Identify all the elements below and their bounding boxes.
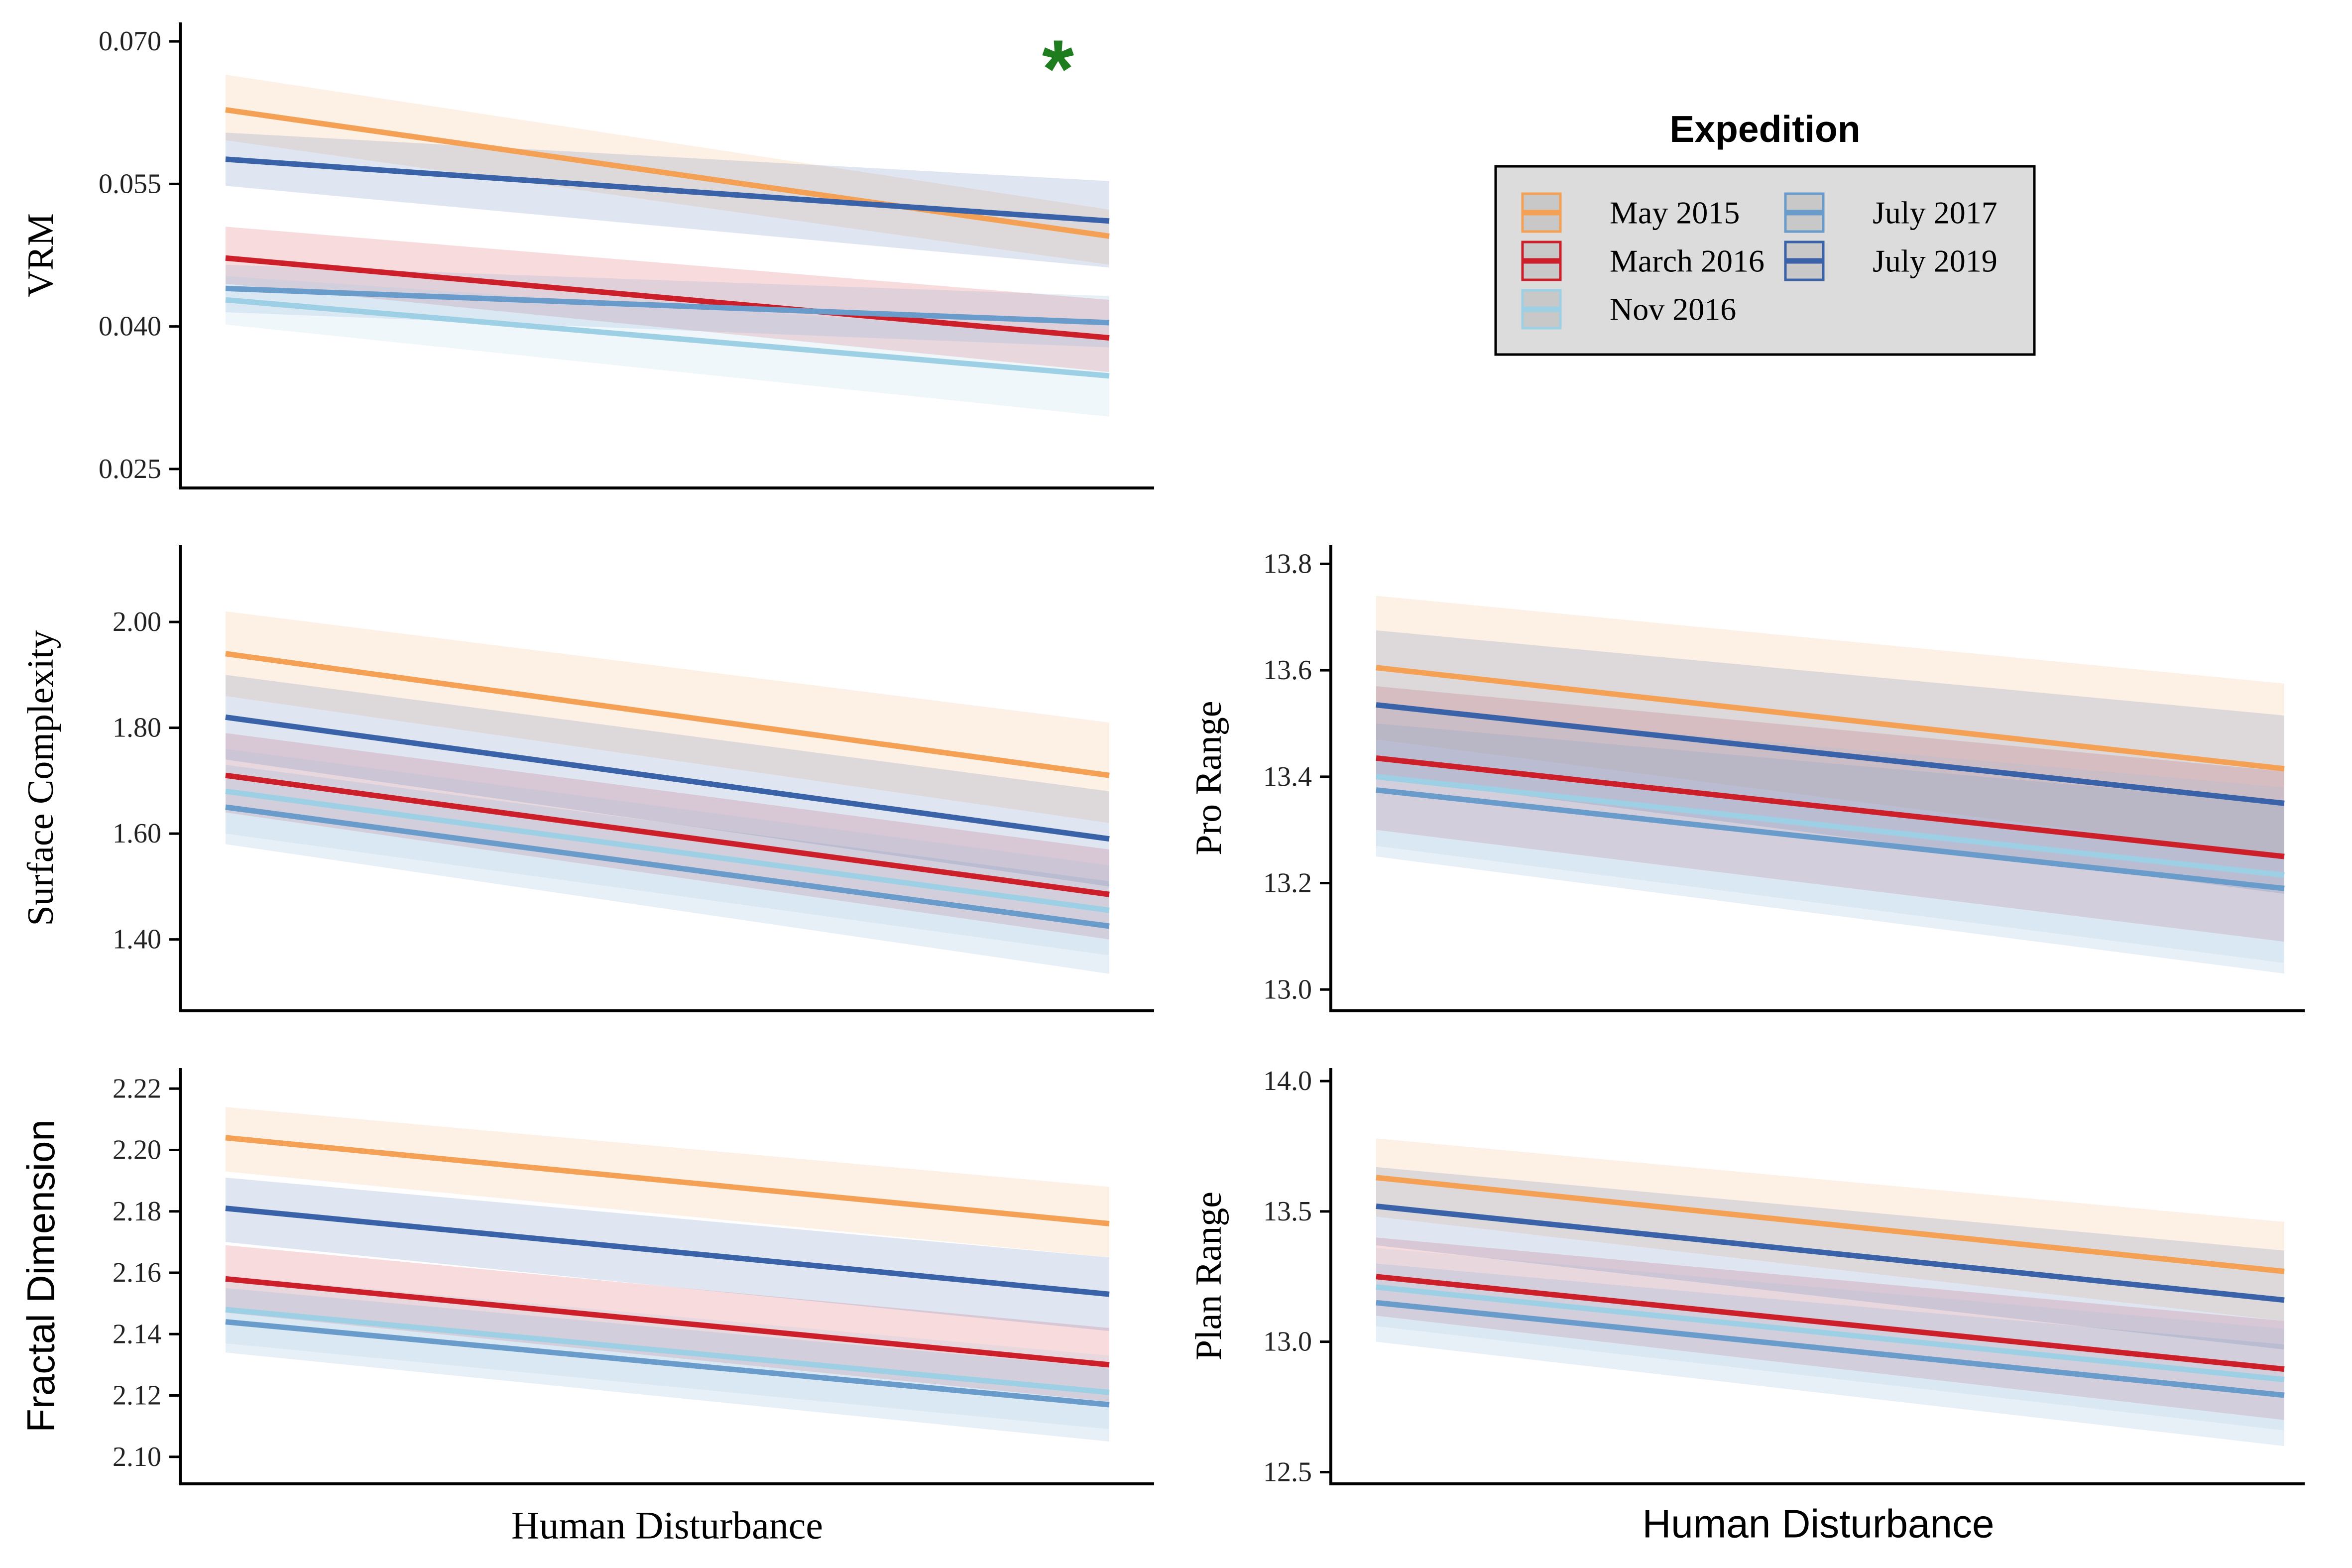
panel-top-left: 0.025 0.040 0.055 0.070 VRM * (20, 22, 1154, 489)
y-axis-title: VRM (20, 213, 61, 297)
series-line (225, 1276, 1110, 1368)
ci-band (226, 74, 1109, 265)
legend-key (1521, 192, 1562, 233)
ci-band (1376, 686, 2284, 942)
panel-bottom-left: 2.10 2.12 2.14 2.16 2.18 2.20 2.22 Fractal Dime… (19, 1068, 1154, 1485)
y-tick-label: 2.14 (113, 1319, 161, 1349)
series-line (1376, 1175, 2285, 1274)
ci-band (1376, 630, 2284, 894)
y-tick-label: 0.070 (99, 26, 161, 57)
legend: Expedition May 2015 March 2016 Nov 2016 July… (1494, 108, 2036, 356)
y-tick-label: 2.22 (113, 1073, 161, 1104)
legend-key (1521, 241, 1562, 281)
series-line (225, 285, 1110, 326)
y-tick-label: 1.40 (113, 924, 161, 955)
legend-key (1784, 192, 1825, 233)
y-tick-label: 1.60 (113, 818, 161, 849)
series-line (225, 107, 1110, 239)
panel-middle-left: 1.40 1.60 1.80 2.00 Surface Complexity (20, 545, 1154, 1012)
y-axis-title: Fractal Dimension (19, 1119, 63, 1433)
series-line (1376, 787, 2285, 891)
y-tick-label: 2.18 (113, 1196, 161, 1227)
y-tick-label: 0.055 (99, 168, 161, 199)
y-tick-label: 0.040 (99, 311, 161, 342)
series-line (1376, 1284, 2285, 1383)
y-axis-title: Pro Range (1188, 701, 1229, 855)
series-line (225, 255, 1110, 341)
y-tick-label: 2.10 (113, 1442, 161, 1472)
y-tick-label: 2.20 (113, 1135, 161, 1166)
ci-band (1376, 1167, 2284, 1350)
series-line (1376, 665, 2285, 772)
y-tick-label: 13.6 (1263, 655, 1312, 686)
legend-label: May 2015 (1610, 195, 1740, 231)
ci-band (1376, 707, 2284, 963)
y-tick-label: 2.12 (113, 1380, 161, 1411)
y-tick-label: 13.8 (1263, 548, 1312, 579)
y-tick-label: 1.80 (113, 713, 161, 743)
ci-band (1376, 1248, 2284, 1431)
ci-band (226, 276, 1109, 417)
y-tick-label: 12.5 (1263, 1456, 1312, 1487)
series-line (225, 788, 1110, 913)
series-line (1376, 1274, 2285, 1372)
series-line (225, 1135, 1110, 1226)
legend-label: Nov 2016 (1610, 292, 1736, 327)
x-axis-title-left: Human Disturbance (511, 1504, 823, 1547)
series-line (225, 1319, 1110, 1408)
y-tick-label: 0.025 (99, 454, 161, 484)
series-line (1376, 755, 2285, 859)
series-line (225, 772, 1110, 897)
legend-title: Expedition (1669, 108, 1860, 150)
series-line (225, 1307, 1110, 1395)
legend-box (1494, 165, 2036, 356)
series-line (225, 804, 1110, 929)
series-line (225, 714, 1110, 842)
legend-label: March 2016 (1610, 243, 1764, 279)
series-line (1376, 702, 2285, 806)
legend-key (1784, 241, 1825, 281)
y-tick-label: 13.4 (1263, 761, 1312, 792)
y-axis-title: Surface Complexity (20, 630, 61, 926)
x-axis-title-right: Human Disturbance (1643, 1502, 1995, 1546)
ci-band (226, 132, 1109, 268)
ci-band (1376, 596, 2284, 857)
significance-asterisk: * (1042, 23, 1074, 115)
y-tick-label: 13.0 (1263, 1327, 1312, 1357)
series-line (1376, 1300, 2285, 1398)
series-line (225, 1206, 1110, 1297)
series-line (225, 651, 1110, 778)
ci-band (1376, 723, 2284, 974)
panel-bottom-right: 12.5 13.0 13.5 14.0 Plan Range (1188, 1066, 2305, 1487)
series-line (1376, 1203, 2285, 1303)
y-tick-label: 13.0 (1263, 974, 1312, 1005)
y-tick-label: 13.2 (1263, 868, 1312, 899)
y-tick-label: 14.0 (1263, 1066, 1312, 1096)
series-line (225, 156, 1110, 224)
series-line (225, 297, 1110, 379)
y-tick-label: 13.5 (1263, 1196, 1312, 1227)
legend-label: July 2017 (1873, 195, 1998, 231)
y-tick-label: 2.16 (113, 1257, 161, 1288)
y-axis-title: Plan Range (1188, 1192, 1229, 1360)
panel-middle-right: 13.0 13.2 13.4 13.6 13.8 Pro Range (1188, 545, 2305, 1012)
ci-band (226, 1177, 1109, 1331)
legend-key (1521, 289, 1562, 330)
y-tick-label: 2.00 (113, 606, 161, 637)
legend-label: July 2019 (1873, 243, 1998, 279)
series-line (1376, 774, 2285, 878)
